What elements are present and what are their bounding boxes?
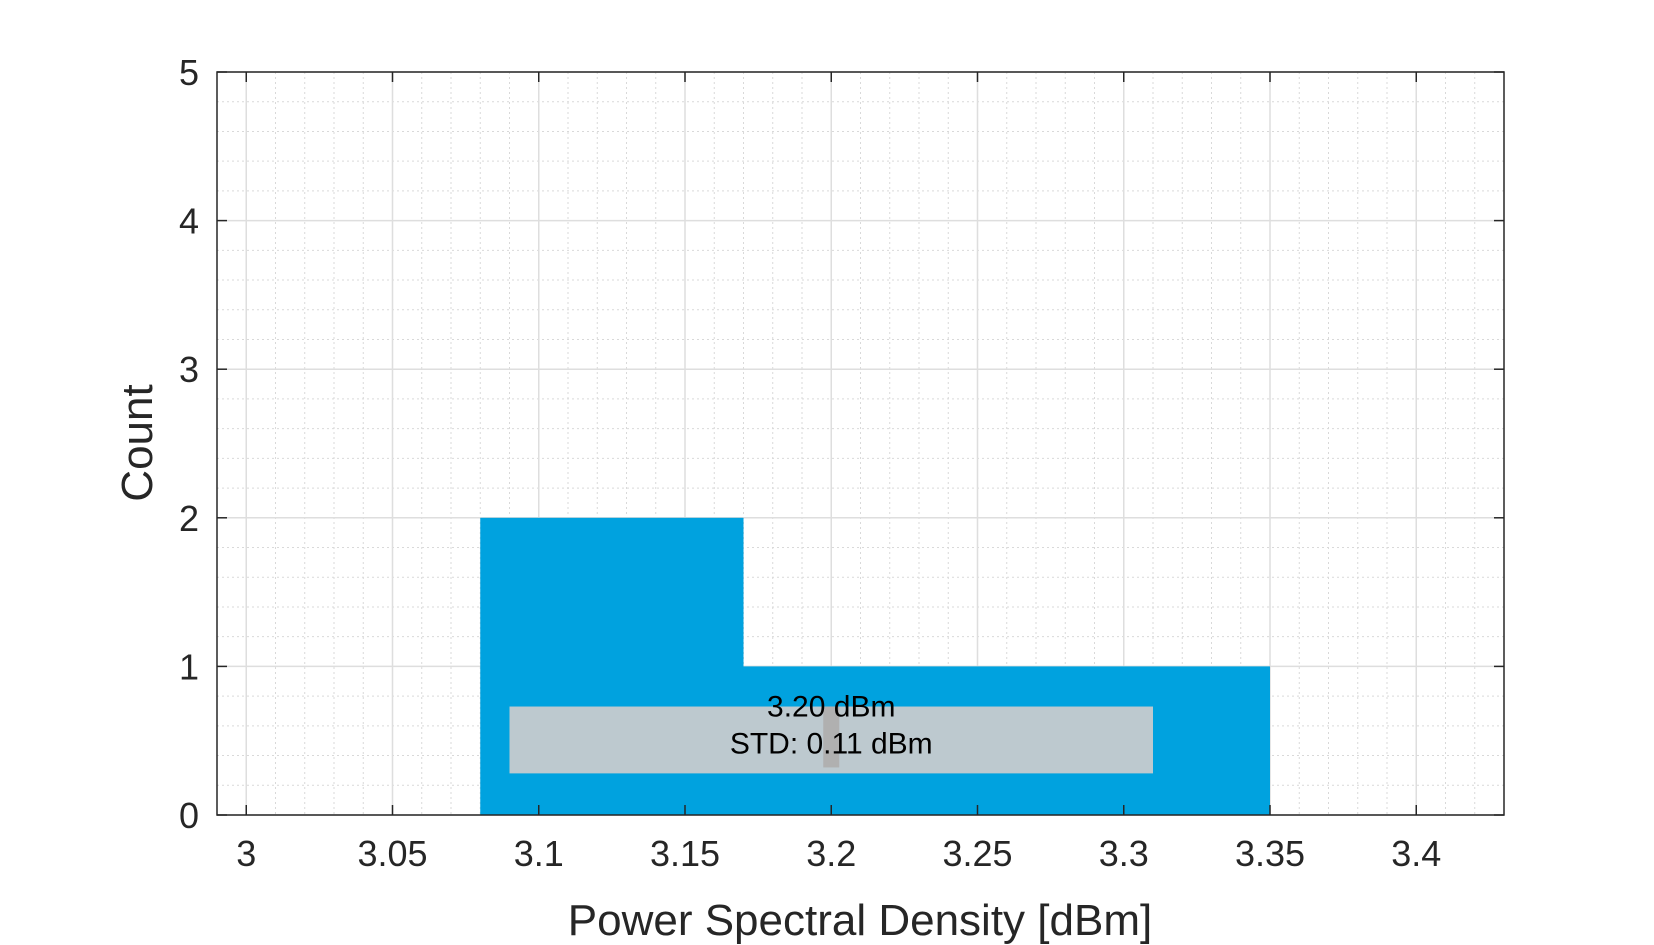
x-tick-label: 3.3	[1099, 833, 1149, 874]
x-tick-label: 3.4	[1391, 833, 1441, 874]
y-tick-label: 5	[179, 52, 199, 93]
x-tick-label: 3.1	[514, 833, 564, 874]
plot-frame	[216, 71, 1505, 816]
y-tick-label: 3	[179, 349, 199, 390]
x-tick-label: 3.25	[942, 833, 1012, 874]
annotation-std-text: STD: 0.11 dBm	[730, 728, 933, 761]
y-tick-label: 0	[179, 795, 199, 836]
x-tick-label: 3.35	[1235, 833, 1305, 874]
y-axis-label: Count	[113, 384, 162, 501]
x-tick-label: 3.15	[650, 833, 720, 874]
x-tick-label: 3.2	[806, 833, 856, 874]
x-tick-label: 3	[236, 833, 256, 874]
x-tick-label: 3.05	[357, 833, 427, 874]
axis-ticks	[217, 71, 1504, 816]
stats-annotation: 3.20 dBm STD: 0.11 dBm	[509, 691, 1153, 774]
x-axis-label: Power Spectral Density [dBm]	[568, 896, 1152, 945]
annotation-mean-text: 3.20 dBm	[767, 691, 895, 724]
x-tick-labels: 3 3.05 3.1 3.15 3.2 3.25 3.3 3.35 3.4	[236, 833, 1441, 874]
y-tick-label: 2	[179, 498, 199, 539]
y-tick-label: 1	[179, 646, 199, 687]
y-tick-label: 4	[179, 201, 199, 242]
y-tick-labels: 0 1 2 3 4 5	[179, 52, 199, 836]
mean-marker	[823, 706, 840, 768]
